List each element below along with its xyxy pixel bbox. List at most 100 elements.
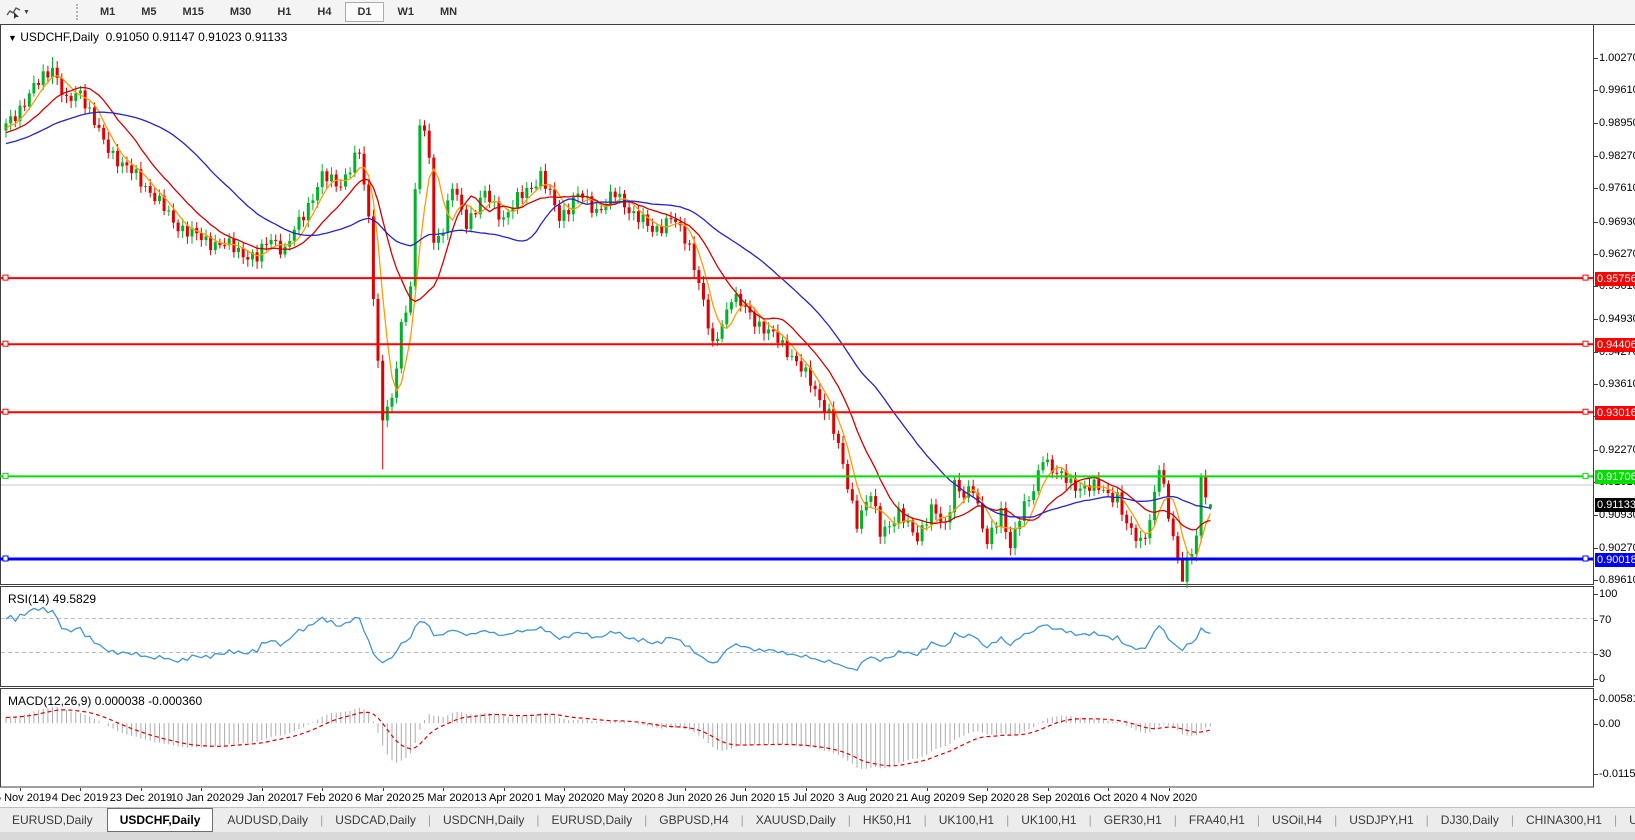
date-tick-mark (564, 788, 565, 791)
price-tick-mark (1594, 679, 1598, 680)
timeframe-button-w1[interactable]: W1 (386, 2, 427, 22)
price-tick-mark (1594, 699, 1598, 700)
price-tick-mark (1594, 620, 1598, 621)
date-tick-mark (745, 788, 746, 791)
price-tick-mark (1594, 188, 1598, 189)
tab-separator: | (1006, 813, 1010, 827)
price-tick-label: 70 (1599, 614, 1612, 626)
timeframe-button-m5[interactable]: M5 (129, 2, 168, 22)
price-line-label: 0.91706 (1595, 470, 1635, 484)
ohlc-values: 0.91050 0.91147 0.91023 0.91133 (105, 30, 288, 44)
tab-eurusd-daily-5[interactable]: EURUSD,Daily (551, 813, 633, 827)
timeframe-button-mn[interactable]: MN (428, 2, 469, 22)
tab-audusd-daily-2[interactable]: AUDUSD,Daily (227, 813, 309, 827)
timeframe-button-m15[interactable]: M15 (171, 2, 216, 22)
rsi-line (5, 606, 1211, 671)
price-tick-mark (1594, 123, 1598, 124)
timeframe-button-d1[interactable]: D1 (345, 2, 384, 22)
chart-canvas[interactable] (0, 24, 1594, 793)
price-tick-mark (1594, 58, 1598, 59)
date-tick-mark (504, 788, 505, 791)
date-tick-mark (80, 788, 81, 791)
tab-usdcad-daily-3[interactable]: USDCAD,Daily (335, 813, 416, 827)
price-tick-mark (1594, 580, 1598, 581)
tab-usdjpy-h1-14[interactable]: USDJPY,H1 (1349, 813, 1414, 827)
macd-histogram (5, 707, 1211, 769)
price-tick-mark (1594, 156, 1598, 157)
tab-fra40-h1-12[interactable]: FRA40,H1 (1188, 813, 1245, 827)
date-tick-mark (322, 788, 323, 791)
hline-objects[interactable] (0, 274, 1593, 562)
price-tick-label: 0.96270 (1599, 248, 1635, 260)
price-tick-label: 100 (1599, 588, 1618, 600)
tab-eurusd-daily-0[interactable]: EURUSD,Daily (12, 813, 93, 827)
price-tick-label: 30 (1599, 648, 1612, 660)
chart-area: ▼ USDCHF,Daily 0.91050 0.91147 0.91023 0… (0, 24, 1635, 788)
symbol-period-label: USDCHF,Daily (20, 30, 99, 44)
price-tick-mark (1594, 319, 1598, 320)
tab-separator: | (536, 813, 540, 827)
timeframe-button-h4[interactable]: H4 (305, 2, 343, 22)
chart-pointer-icon (6, 6, 21, 19)
date-tick-mark (262, 788, 263, 791)
tab-ger30-h1-11[interactable]: GER30,H1 (1103, 813, 1162, 827)
price-tick-mark (1594, 594, 1598, 595)
tab-separator: | (1173, 813, 1177, 827)
price-tick-label: 0.99610 (1599, 84, 1635, 96)
price-tick-mark (1594, 384, 1598, 385)
tab-separator: | (1334, 813, 1338, 827)
tab-separator: | (1088, 813, 1092, 827)
price-tick-mark (1594, 654, 1598, 655)
rsi-label: RSI(14) 49.5829 (8, 591, 97, 606)
tab-separator: | (320, 813, 324, 827)
price-tick-label: 0.00 (1599, 718, 1621, 730)
chevron-down-icon[interactable]: ▼ (23, 8, 30, 16)
date-tick-label: 1 May 2020 (535, 792, 593, 804)
tab-usoil-h1-17[interactable]: USOil,H1 (1617, 808, 1635, 832)
tab-uk100-h1-10[interactable]: UK100,H1 (1021, 813, 1077, 827)
tab-gbpusd-h4-6[interactable]: GBPUSD,H4 (659, 813, 729, 827)
price-tick-label: 0.92270 (1599, 444, 1635, 456)
price-line-label: 0.95756 (1595, 272, 1635, 286)
price-axis[interactable]: 1.00270 0.99610 0.98950 0.98270 0.97610 0.969… (1594, 24, 1635, 788)
tab-separator: | (1613, 813, 1618, 827)
tab-china300-h1-16[interactable]: CHINA300,H1 (1525, 813, 1602, 827)
price-tick-label: 0.89610 (1599, 574, 1635, 586)
price-tick-label: 0.90270 (1599, 542, 1635, 554)
tab-hk50-h1-8[interactable]: HK50,H1 (862, 813, 912, 827)
tab-usdcnh-daily-4[interactable]: USDCNH,Daily (443, 813, 525, 827)
price-line-label: 0.91133 (1595, 498, 1635, 512)
price-tick-mark (1594, 548, 1598, 549)
timeframe-button-m1[interactable]: M1 (88, 2, 127, 22)
price-tick-label: 1.00270 (1599, 52, 1635, 64)
tab-separator: | (1425, 813, 1429, 827)
timeframe-button-m30[interactable]: M30 (218, 2, 263, 22)
price-tick-label: 0.94930 (1599, 313, 1635, 325)
main-pane (0, 24, 1594, 585)
price-tick-label: 0.98950 (1599, 117, 1635, 129)
date-tick-label: 21 Aug 2020 (896, 792, 958, 804)
price-line-label: 0.90018 (1595, 553, 1635, 567)
date-tick-label: 28 Sep 2020 (1016, 792, 1080, 804)
price-tick-label: 0 (1599, 673, 1606, 685)
price-tick-label: 0.93610 (1599, 378, 1635, 390)
date-tick-mark (1108, 788, 1109, 791)
chart-pointer-tool[interactable]: ▼ (0, 6, 36, 19)
price-tick-label: 0.005818 (1599, 693, 1635, 705)
timeframe-button-h1[interactable]: H1 (265, 2, 303, 22)
price-tick-label: 0.98270 (1599, 150, 1635, 162)
tab-usdchf-daily-1[interactable]: USDCHF,Daily (106, 808, 214, 832)
price-tick-mark (1594, 90, 1598, 91)
toolbar-grip[interactable] (75, 4, 79, 20)
tab-xauusd-daily-7[interactable]: XAUUSD,Daily (755, 813, 836, 827)
tab-uk100-h1-9[interactable]: UK100,H1 (938, 813, 995, 827)
price-line-label: 0.94406 (1595, 338, 1635, 352)
tab-dj30-daily-15[interactable]: DJ30,Daily (1440, 813, 1499, 827)
date-tick-label: 16 Oct 2020 (1078, 792, 1138, 804)
collapse-icon[interactable]: ▼ (8, 33, 17, 43)
date-tick-label: 15 Nov 2019 (0, 792, 52, 804)
tab-usoil-h4-13[interactable]: USOil,H4 (1272, 813, 1323, 827)
macd-label: MACD(12,26,9) 0.000038 -0.000360 (8, 693, 203, 708)
date-tick-mark (927, 788, 928, 791)
